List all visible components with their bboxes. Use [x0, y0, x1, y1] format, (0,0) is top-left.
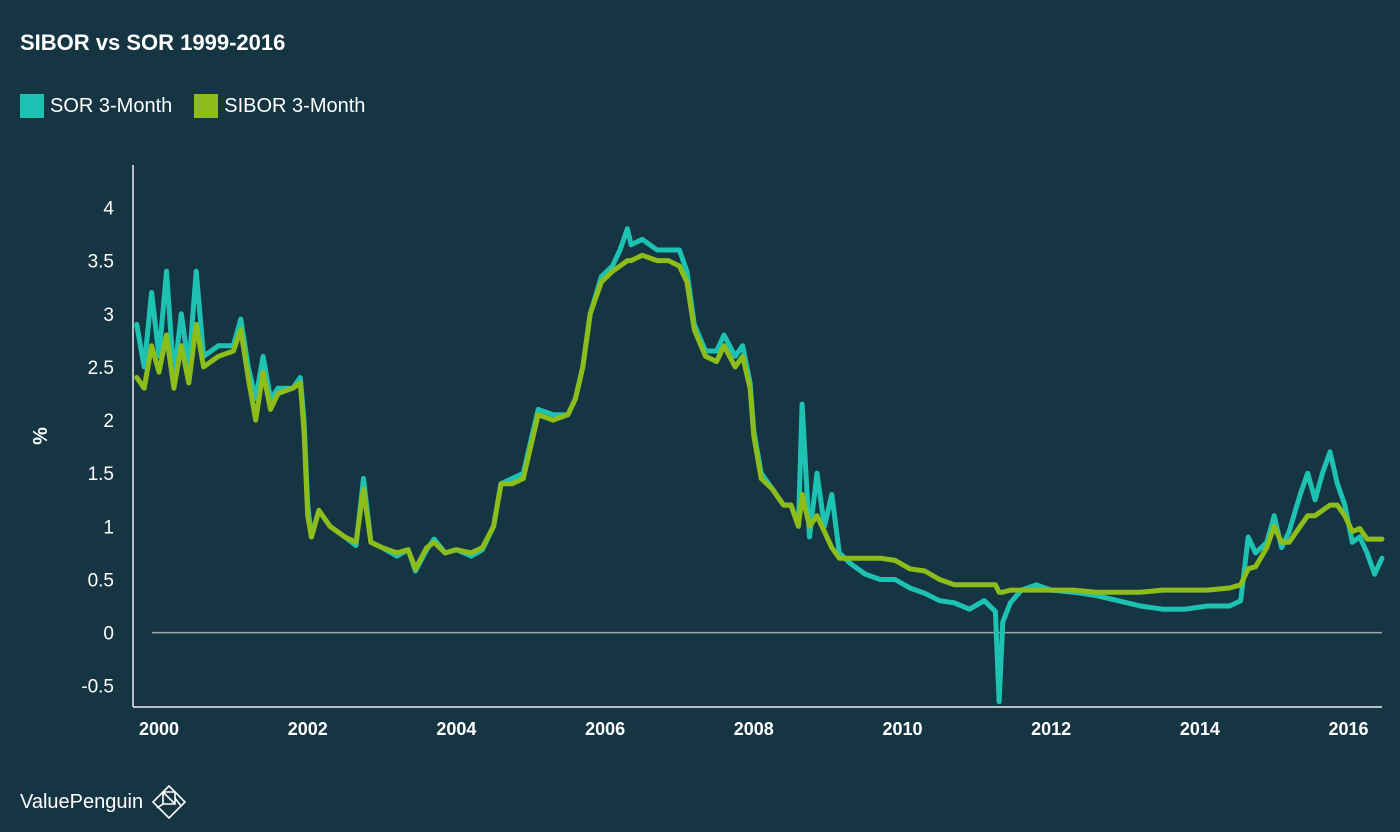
y-tick-label: 1.5 — [88, 464, 114, 485]
legend-label-sibor: SIBOR 3-Month — [224, 94, 366, 117]
legend-swatch-sibor — [194, 94, 219, 118]
x-tick-label: 2000 — [139, 719, 179, 739]
y-tick-label: 0.5 — [88, 570, 114, 591]
series-line-sibor — [134, 252, 1385, 595]
penguin-logo-icon — [151, 784, 187, 820]
legend: SOR 3-Month SIBOR 3-Month — [20, 94, 365, 118]
y-tick-label: 2 — [103, 411, 114, 432]
y-tick-label: 3.5 — [88, 252, 114, 273]
brand-logo: ValuePenguin — [20, 784, 187, 820]
x-tick-label: 2014 — [1180, 719, 1220, 739]
legend-swatch-sor — [20, 94, 44, 118]
x-tick-label: 2016 — [1329, 719, 1369, 739]
x-tick-label: 2008 — [734, 719, 774, 739]
y-tick-label: 1 — [103, 517, 114, 538]
legend-label-sor: SOR 3-Month — [50, 94, 173, 117]
legend-item-sibor: SIBOR 3-Month — [194, 94, 365, 118]
chart-title: SIBOR vs SOR 1999-2016 — [20, 30, 286, 55]
x-tick-label: 2002 — [288, 719, 328, 739]
y-tick-label: 2.5 — [88, 358, 114, 379]
x-tick-label: 2006 — [585, 719, 625, 739]
x-tick-label: 2012 — [1031, 719, 1071, 739]
x-tick-label: 2004 — [436, 719, 476, 739]
y-tick-label: 0 — [103, 624, 114, 645]
y-tick-label: -0.5 — [81, 677, 114, 698]
y-tick-label: 4 — [103, 199, 114, 220]
y-axis-label: % — [30, 427, 52, 445]
legend-item-sor: SOR 3-Month — [20, 94, 172, 118]
brand-name: ValuePenguin — [20, 790, 144, 813]
x-tick-label: 2010 — [882, 719, 922, 739]
y-tick-label: 3 — [103, 305, 114, 326]
